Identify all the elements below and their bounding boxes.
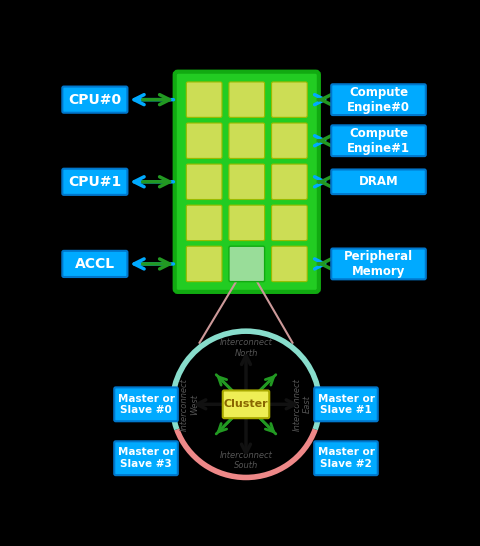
Text: Interconnect
South: Interconnect South (219, 451, 273, 470)
Text: CPU#1: CPU#1 (68, 175, 121, 189)
FancyBboxPatch shape (186, 164, 222, 199)
Text: Interconnect
West: Interconnect West (180, 378, 199, 431)
FancyBboxPatch shape (114, 441, 178, 475)
FancyBboxPatch shape (186, 205, 222, 241)
FancyBboxPatch shape (314, 387, 378, 422)
Text: Cluster: Cluster (224, 399, 268, 410)
FancyBboxPatch shape (229, 123, 264, 158)
FancyBboxPatch shape (272, 164, 307, 199)
FancyBboxPatch shape (223, 390, 269, 418)
FancyBboxPatch shape (186, 82, 222, 117)
Text: CPU#0: CPU#0 (68, 93, 121, 106)
FancyBboxPatch shape (114, 387, 178, 422)
FancyBboxPatch shape (186, 123, 222, 158)
FancyBboxPatch shape (272, 123, 307, 158)
Text: Compute
Engine#0: Compute Engine#0 (347, 86, 410, 114)
FancyBboxPatch shape (272, 82, 307, 117)
FancyBboxPatch shape (175, 72, 319, 292)
FancyBboxPatch shape (229, 82, 264, 117)
FancyBboxPatch shape (62, 251, 127, 277)
Text: Peripheral
Memory: Peripheral Memory (344, 250, 413, 278)
Text: Master or
Slave #3: Master or Slave #3 (118, 447, 174, 469)
FancyBboxPatch shape (331, 126, 426, 156)
FancyBboxPatch shape (272, 246, 307, 282)
Text: DRAM: DRAM (359, 175, 398, 188)
Text: Interconnect
North: Interconnect North (219, 339, 273, 358)
Text: Compute
Engine#1: Compute Engine#1 (347, 127, 410, 155)
FancyBboxPatch shape (62, 169, 127, 195)
Text: ACCL: ACCL (75, 257, 115, 271)
FancyBboxPatch shape (229, 246, 264, 282)
Text: Interconnect
East: Interconnect East (293, 378, 312, 431)
FancyBboxPatch shape (331, 248, 426, 280)
Text: Master or
Slave #1: Master or Slave #1 (318, 394, 374, 415)
FancyBboxPatch shape (272, 205, 307, 241)
FancyBboxPatch shape (331, 169, 426, 194)
FancyBboxPatch shape (229, 164, 264, 199)
Text: Master or
Slave #2: Master or Slave #2 (318, 447, 374, 469)
FancyBboxPatch shape (229, 205, 264, 241)
Text: Master or
Slave #0: Master or Slave #0 (118, 394, 174, 415)
FancyBboxPatch shape (331, 84, 426, 115)
FancyBboxPatch shape (186, 246, 222, 282)
FancyBboxPatch shape (314, 441, 378, 475)
FancyBboxPatch shape (62, 87, 127, 112)
